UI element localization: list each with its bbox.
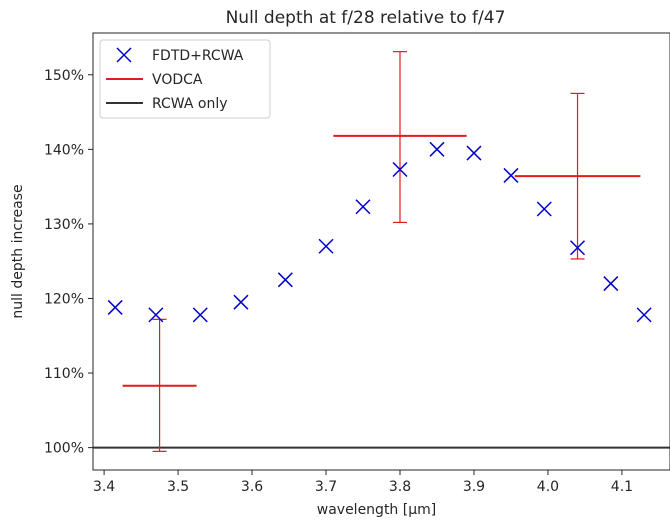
legend-box	[99, 39, 271, 119]
y-tick-label: 100%	[44, 441, 84, 457]
legend: FDTD+RCWA VODCA RCWA only	[99, 39, 271, 119]
x-tick-label: 3.9	[463, 479, 485, 495]
plot-area	[93, 51, 670, 452]
y-tick-label: 110%	[44, 366, 84, 382]
x-marker	[148, 307, 164, 323]
x-marker	[392, 161, 408, 177]
x-tick-label: 4.0	[537, 479, 559, 495]
x-marker	[107, 299, 123, 315]
x-marker	[466, 145, 482, 161]
x-tick-label: 3.8	[389, 479, 411, 495]
chart-title: Null depth at f/28 relative to f/47	[226, 8, 506, 28]
x-marker	[429, 141, 445, 157]
x-marker	[192, 307, 208, 323]
x-tick-label: 3.7	[315, 479, 337, 495]
fdtd-point-3	[233, 294, 249, 310]
y-axis-label: null depth increase	[10, 184, 26, 318]
fdtd-point-10	[503, 167, 519, 183]
x-tick-label: 4.1	[611, 479, 633, 495]
x-marker	[233, 294, 249, 310]
x-tick-label: 3.4	[93, 479, 115, 495]
fdtd-point-8	[429, 141, 445, 157]
vodca-errorbar-0	[122, 318, 197, 452]
x-tick-label: 3.6	[241, 479, 263, 495]
fdtd-point-9	[466, 145, 482, 161]
x-marker	[503, 167, 519, 183]
legend-entry-rcwa-only: RCWA only	[152, 96, 228, 112]
x-marker	[636, 307, 652, 323]
fdtd-point-1	[148, 307, 164, 323]
fdtd-point-6	[355, 199, 371, 215]
vodca-errorbar-2	[514, 92, 641, 260]
fdtd-point-4	[277, 272, 293, 288]
y-tick-label: 130%	[44, 217, 84, 233]
x-tick-label: 3.5	[167, 479, 189, 495]
axes-frame	[92, 32, 670, 471]
x-marker	[536, 201, 552, 217]
y-tick-label: 140%	[44, 142, 84, 158]
fdtd-point-5	[318, 238, 334, 254]
y-tick-label: 150%	[44, 68, 84, 84]
axis-ticks: 3.4 3.5 3.6 3.7 3.8 3.9 4.0 4.1 100% 110% 120% 130%…	[44, 68, 633, 495]
fdtd-point-7	[392, 161, 408, 177]
fdtd-point-12	[570, 240, 586, 256]
x-marker	[355, 199, 371, 215]
y-tick-label: 120%	[44, 291, 84, 307]
x-marker	[116, 47, 132, 63]
x-marker	[318, 238, 334, 254]
vodca-errorbar-1	[333, 51, 467, 224]
fdtd-point-14	[636, 307, 652, 323]
fdtd-point-11	[536, 201, 552, 217]
x-marker	[603, 276, 619, 292]
legend-marker-fdtd	[116, 47, 132, 63]
fdtd-point-2	[192, 307, 208, 323]
legend-entry-fdtd-rcwa: FDTD+RCWA	[152, 48, 244, 64]
x-axis-label: wavelength [μm]	[317, 502, 436, 518]
legend-entry-vodca: VODCA	[152, 72, 203, 88]
fdtd-point-13	[603, 276, 619, 292]
x-marker	[277, 272, 293, 288]
x-marker	[570, 240, 586, 256]
fdtd-point-0	[107, 299, 123, 315]
